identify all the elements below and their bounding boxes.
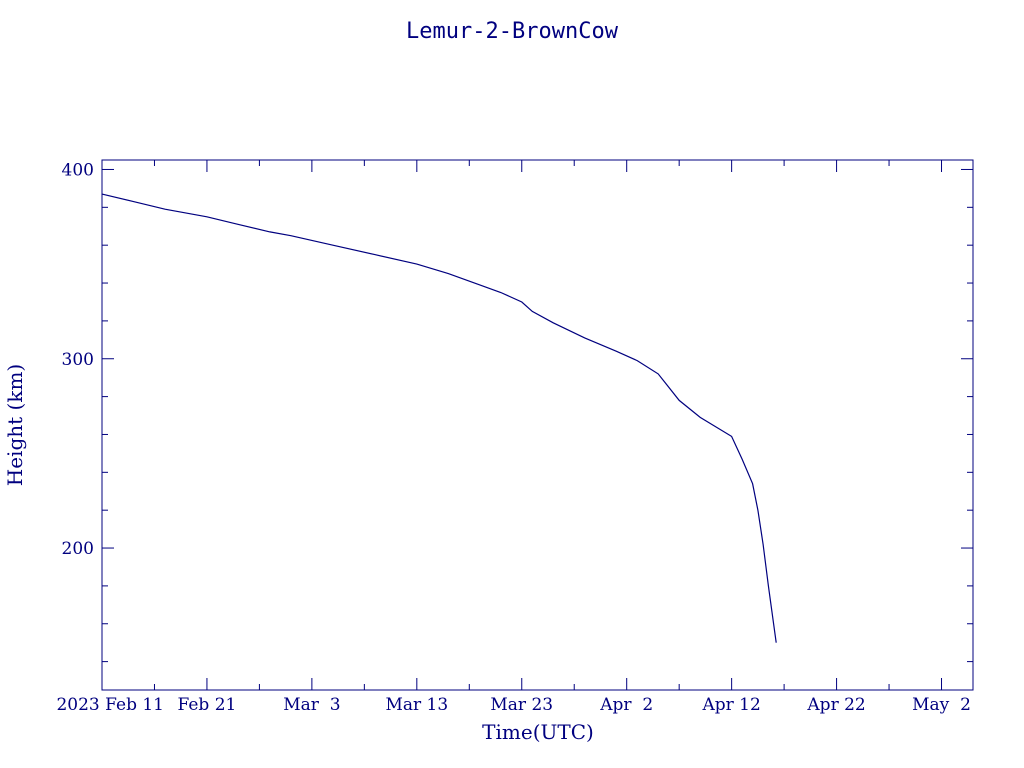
series-line-height xyxy=(101,193,777,643)
x-tick-label: Mar 23 xyxy=(490,695,553,715)
x-tick-label: Apr 22 xyxy=(806,695,865,715)
x-axis: 2023 Feb 11 Feb 21 Mar 3 Mar 13 Mar 23 Apr 2 A… xyxy=(56,160,971,715)
plot-frame xyxy=(101,159,974,691)
x-tick-label: Mar 13 xyxy=(385,695,448,715)
x-tick-label: Mar 3 xyxy=(283,695,340,715)
x-tick-label: Apr 2 xyxy=(599,695,653,715)
y-axis: 200 300 400 xyxy=(62,160,973,663)
x-tick-label: Feb 21 xyxy=(178,695,237,715)
chart-title: Lemur-2-BrownCow xyxy=(406,19,619,44)
x-tick-label: 2023 Feb 11 xyxy=(56,695,164,715)
y-tick-label: 300 xyxy=(62,350,94,370)
x-tick-label: Apr 12 xyxy=(701,695,760,715)
x-axis-label: Time(UTC) xyxy=(482,720,594,744)
y-axis-label: Height (km) xyxy=(3,364,27,486)
x-tick-label: May 2 xyxy=(912,695,971,715)
y-tick-label: 400 xyxy=(62,160,94,180)
y-tick-label: 200 xyxy=(62,539,94,559)
